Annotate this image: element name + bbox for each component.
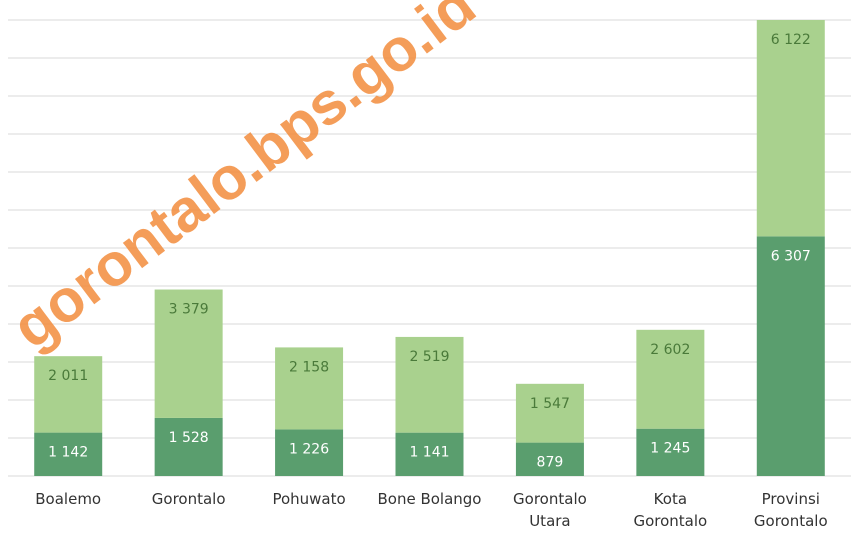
bar-segment [395, 432, 464, 476]
bar-segment [515, 442, 584, 476]
value-label: 1 547 [530, 396, 570, 412]
bar-segment [756, 20, 825, 237]
bar-segment [34, 356, 103, 433]
bar-segment [756, 236, 825, 476]
value-label: 1 245 [650, 441, 690, 457]
value-label: 879 [537, 455, 564, 471]
value-label: 6 307 [771, 248, 811, 264]
bar-segment [154, 417, 223, 476]
bar-segment [34, 432, 103, 476]
bar-segment [636, 428, 705, 476]
value-label: 2 519 [409, 349, 449, 365]
value-label: 1 141 [409, 445, 449, 461]
value-label: 2 602 [650, 342, 690, 358]
bar-segment [275, 429, 344, 476]
x-tick-label: Gorontalo Utara [513, 490, 587, 530]
x-tick-label: Boalemo [35, 490, 102, 508]
bar-segment [515, 383, 584, 443]
value-label: 2 011 [48, 368, 88, 384]
bar-segment [636, 329, 705, 429]
value-label: 1 226 [289, 441, 329, 457]
bar-segment [154, 289, 223, 418]
value-label: 1 528 [169, 430, 209, 446]
value-label: 6 122 [771, 32, 811, 48]
x-tick-label: Bone Bolango [377, 490, 482, 508]
x-tick-label: Provinsi Gorontalo [753, 490, 828, 530]
value-label: 1 142 [48, 445, 88, 461]
bar-segment [275, 347, 344, 430]
x-tick-label: Kota Gorontalo [633, 490, 708, 530]
value-label: 2 158 [289, 359, 329, 375]
x-tick-label: Pohuwato [272, 490, 346, 508]
bar-segment [395, 336, 464, 433]
value-label: 3 379 [169, 302, 209, 318]
x-tick-label: Gorontalo [151, 490, 226, 508]
